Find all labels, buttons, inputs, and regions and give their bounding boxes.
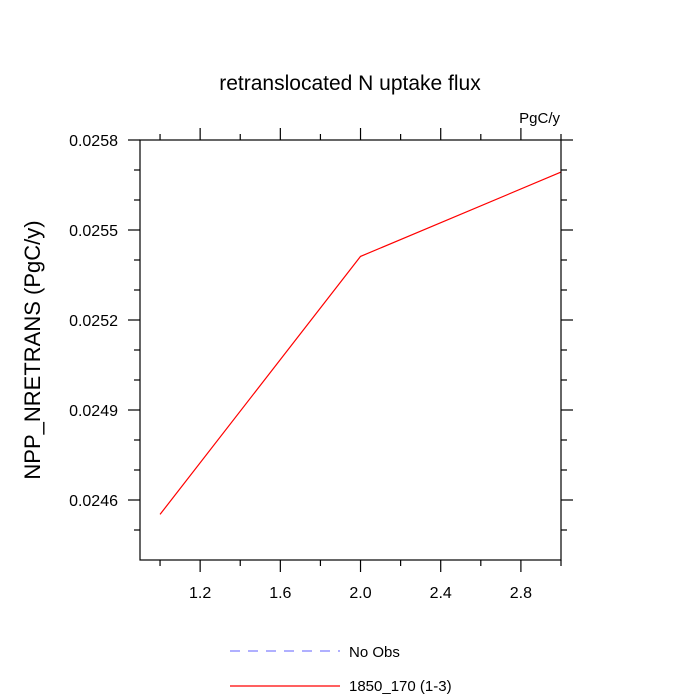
x-tick-label: 1.2 xyxy=(189,585,211,602)
y-tick-label: 0.0255 xyxy=(69,223,118,240)
x-tick-label: 2.0 xyxy=(349,585,371,602)
x-tick-label: 2.8 xyxy=(510,585,532,602)
y-axis-label: NPP_NRETRANS (PgC/y) xyxy=(20,220,45,479)
x-tick-label: 1.6 xyxy=(269,585,291,602)
legend: No Obs 1850_170 (1-3) xyxy=(230,644,452,695)
plot-series xyxy=(159,171,562,515)
units-label: PgC/y xyxy=(519,110,560,127)
chart-title: retranslocated N uptake flux xyxy=(219,72,481,95)
tick-labels: 1.2 1.6 2.0 2.4 2.8 0.0246 0.0249 0.0252 0.0255 0… xyxy=(69,133,532,602)
y-tick-label: 0.0258 xyxy=(69,133,118,150)
plot-frame xyxy=(139,139,562,561)
y-tick-label: 0.0249 xyxy=(69,403,118,420)
series-line-1 xyxy=(159,171,562,515)
legend-label-no-obs: No Obs xyxy=(349,644,400,661)
y-tick-label: 0.0252 xyxy=(69,313,118,330)
legend-label-1850-170: 1850_170 (1-3) xyxy=(349,678,452,695)
x-tick-label: 2.4 xyxy=(430,585,452,602)
axis-ticks xyxy=(128,128,573,572)
y-tick-label: 0.0246 xyxy=(69,493,118,510)
